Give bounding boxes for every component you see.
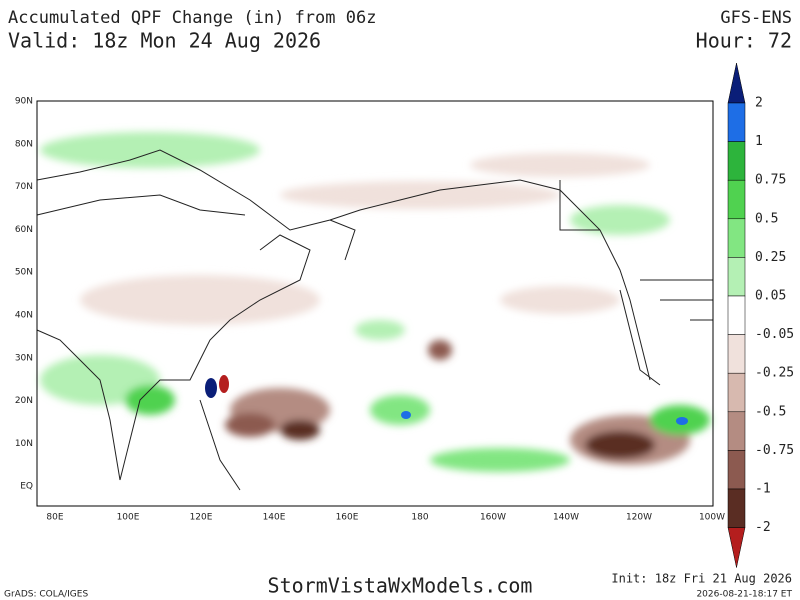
lat-label: 80N [15, 139, 33, 149]
colorbar-swatch [727, 334, 746, 374]
colorbar-swatch [727, 218, 746, 258]
colorbar: 2 1 0.75 0.5 0.25 0.05 -0.05 -0.25 -0.5 -0.75 -1 -2 [727, 62, 794, 568]
colorbar-label: -1 [755, 482, 771, 497]
lat-label: 20N [15, 396, 33, 406]
lon-label: 120W [626, 513, 652, 523]
colorbar-label: 2 [755, 96, 763, 111]
lat-labels: 90N 80N 70N 60N 50N 40N 30N 20N 10N EQ [15, 97, 33, 492]
credit: GrADS: COLA/IGES [4, 590, 88, 600]
lon-label: 120E [190, 513, 213, 523]
colorbar-label: -0.5 [755, 404, 786, 419]
colorbar-swatch [727, 450, 746, 490]
lon-label: 180 [411, 513, 428, 523]
colorbar-arrow-bottom [727, 527, 746, 568]
colorbar-swatch [727, 141, 746, 181]
model: GFS-ENS [720, 8, 792, 28]
valid-time: Valid: 18z Mon 24 Aug 2026 [8, 29, 321, 53]
lon-label: 140E [263, 513, 286, 523]
blob [676, 417, 688, 425]
colorbar-label: -0.05 [755, 327, 794, 342]
lon-label: 160W [480, 513, 506, 523]
init-time: Init: 18z Fri 21 Aug 2026 [611, 572, 792, 586]
map-frame [36, 100, 714, 507]
colorbar-label: 0.05 [755, 289, 786, 304]
forecast-hour: Hour: 72 [696, 29, 792, 53]
colorbar-swatch [727, 179, 746, 220]
lat-label: 40N [15, 311, 33, 321]
colorbar-label: 0.75 [755, 173, 786, 188]
lon-label: 140W [553, 513, 579, 523]
lat-label: 30N [15, 353, 33, 363]
lat-label: 50N [15, 268, 33, 278]
colorbar-swatch [727, 488, 746, 528]
colorbar-label: -0.25 [755, 366, 794, 381]
colorbar-swatch [727, 102, 746, 142]
colorbar-swatch [727, 411, 746, 451]
lon-label: 100W [699, 513, 725, 523]
timestamp: 2026-08-21-18:17 ET [696, 590, 792, 600]
lat-label: 90N [15, 97, 33, 107]
lat-label: 60N [15, 225, 33, 235]
coastlines [36, 149, 713, 491]
lon-label: 100E [117, 513, 140, 523]
colorbar-label: 1 [755, 134, 763, 149]
colorbar-label: -0.75 [755, 443, 794, 458]
lon-labels: 80E 100E 120E 140E 160E 180 160W 140W 120W 100W [46, 513, 725, 523]
colorbar-label: -2 [755, 520, 771, 535]
colorbar-swatch [727, 372, 746, 413]
colorbar-label: 0.25 [755, 250, 786, 265]
site: StormVistaWxModels.com [268, 574, 533, 598]
colorbar-label: 0.5 [755, 211, 778, 226]
colorbar-arrow-top [727, 62, 746, 104]
blob [401, 411, 411, 419]
lat-label: 10N [15, 439, 33, 449]
colorbar-swatch [727, 257, 746, 297]
min-blob [219, 375, 229, 393]
colorbar-swatch [727, 295, 746, 335]
title: Accumulated QPF Change (in) from 06z [8, 8, 376, 28]
lon-label: 80E [46, 513, 63, 523]
lat-label: 70N [15, 182, 33, 192]
lat-label: EQ [20, 482, 33, 492]
field-shading [40, 132, 710, 472]
lon-label: 160E [336, 513, 359, 523]
map-area [36, 100, 714, 507]
max-blob [205, 378, 217, 398]
